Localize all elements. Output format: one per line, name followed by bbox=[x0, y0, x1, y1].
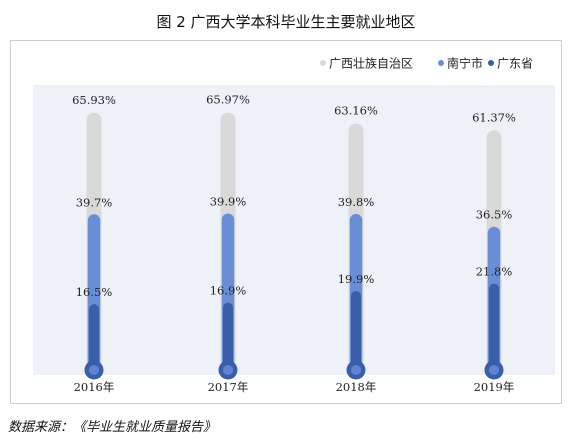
legend-label: 广西壮族自治区 bbox=[329, 57, 413, 71]
data-label: 16.5% bbox=[76, 285, 113, 299]
data-label: 61.37% bbox=[472, 110, 516, 124]
legend-marker bbox=[438, 60, 444, 66]
x-tick-label: 2016年 bbox=[74, 380, 115, 394]
thermometer-bulb-highlight bbox=[223, 365, 233, 375]
legend-label: 广东省 bbox=[497, 57, 533, 71]
data-label: 21.8% bbox=[476, 265, 513, 279]
x-tick-label: 2017年 bbox=[208, 380, 249, 394]
thermometer-chart: 广西壮族自治区 南宁市 广东省 65.93% 39.7% 16.5% 2016年 65.97%… bbox=[33, 56, 555, 394]
data-label: 36.5% bbox=[476, 208, 513, 222]
data-label: 39.9% bbox=[210, 195, 247, 209]
bar-guangdong bbox=[89, 304, 99, 368]
plot-area bbox=[33, 85, 555, 375]
thermometer-bulb-highlight bbox=[351, 365, 361, 375]
data-label: 19.9% bbox=[338, 272, 375, 286]
data-label: 65.97% bbox=[206, 93, 250, 107]
thermometer-bulb-highlight bbox=[89, 365, 99, 375]
data-label: 39.7% bbox=[76, 195, 113, 209]
data-label: 65.93% bbox=[72, 93, 116, 107]
data-label: 63.16% bbox=[334, 103, 378, 117]
source-note: 数据来源：《毕业生就业质量报告》 bbox=[8, 420, 217, 435]
legend-marker bbox=[320, 60, 326, 66]
bar-guangdong bbox=[489, 283, 499, 368]
bar-guangdong bbox=[223, 302, 233, 368]
figure-title: 图 2 广西大学本科毕业生主要就业地区 bbox=[156, 13, 416, 31]
legend-label: 南宁市 bbox=[447, 56, 483, 71]
thermometer-bulb-highlight bbox=[489, 365, 499, 375]
data-label: 16.9% bbox=[210, 284, 247, 298]
x-tick-label: 2018年 bbox=[336, 380, 377, 394]
bar-guangdong bbox=[351, 290, 361, 368]
x-tick-label: 2019年 bbox=[474, 380, 515, 394]
data-label: 39.8% bbox=[338, 195, 375, 209]
legend-marker bbox=[488, 60, 494, 66]
chart-container: 广西壮族自治区 南宁市 广东省 65.93% 39.7% 16.5% 2016年 65.97%… bbox=[10, 40, 562, 404]
